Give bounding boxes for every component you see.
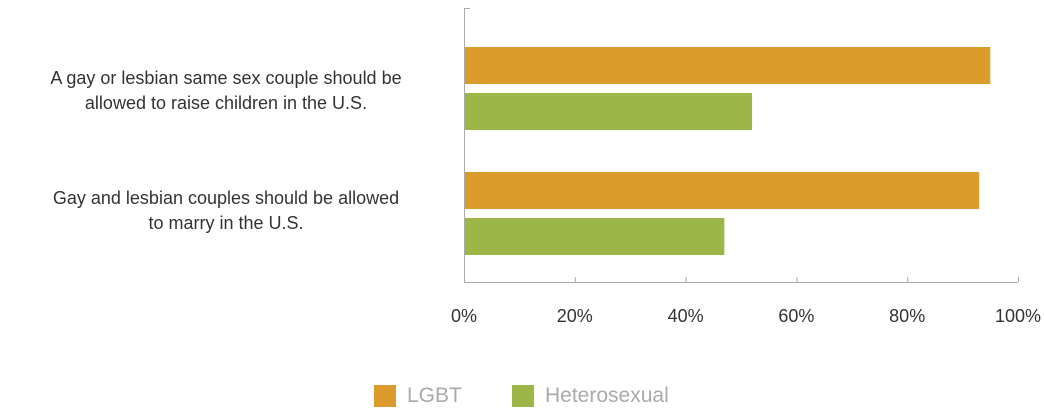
- x-tick-label-40: 40%: [668, 306, 704, 326]
- x-tick-label-80: 80%: [889, 306, 925, 326]
- category-label-1-line-2: allowed to raise children in the U.S.: [84, 93, 368, 113]
- legend-label-heterosexual: Heterosexual: [545, 384, 669, 407]
- category-label-1-line-1: A gay or lesbian same sex couple should …: [50, 68, 402, 88]
- category-label-2-line-1: Gay and lesbian couples should be allowe…: [52, 188, 400, 208]
- category-label-1: A gay or lesbian same sex couple should …: [6, 66, 446, 116]
- legend-swatch-heterosexual: [512, 385, 534, 407]
- bar-lgbt-category-2: [464, 172, 980, 209]
- x-tick-label-60: 60%: [778, 306, 814, 326]
- legend: LGBT Heterosexual: [0, 383, 1044, 411]
- x-axis-ticks: 0% 20% 40% 60% 80% 100%: [451, 277, 1041, 326]
- legend-item-lgbt: LGBT: [374, 383, 462, 409]
- bar-lgbt-category-1: [464, 47, 991, 84]
- bars-group: [464, 47, 991, 255]
- bar-heterosexual-category-1: [464, 93, 753, 130]
- category-label-2: Gay and lesbian couples should be allowe…: [6, 186, 446, 236]
- bar-heterosexual-category-2: [464, 218, 725, 255]
- legend-item-heterosexual: Heterosexual: [512, 383, 669, 409]
- x-tick-label-20: 20%: [557, 306, 593, 326]
- bar-chart: 0% 20% 40% 60% 80% 100%: [451, 8, 1041, 326]
- x-tick-label-100: 100%: [995, 306, 1041, 326]
- legend-swatch-lgbt: [374, 385, 396, 407]
- category-label-2-line-2: to marry in the U.S.: [148, 213, 304, 233]
- legend-label-lgbt: LGBT: [407, 384, 462, 407]
- x-tick-label-0: 0%: [451, 306, 477, 326]
